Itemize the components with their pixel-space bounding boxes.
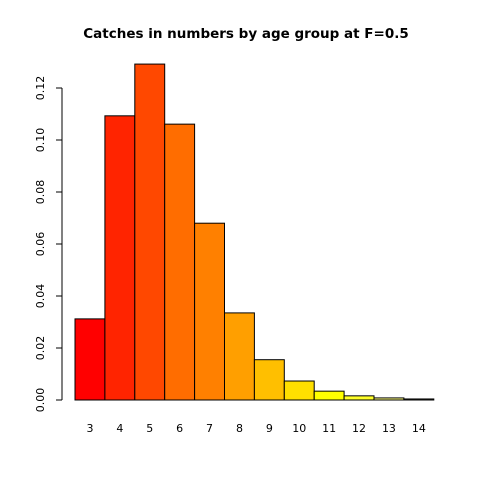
bar-age-8 xyxy=(224,312,255,401)
bar-age-10 xyxy=(283,380,315,401)
x-tick-label: 5 xyxy=(146,422,153,435)
y-tick-label: 0.06 xyxy=(34,232,47,257)
bar-age-11 xyxy=(313,390,345,401)
x-tick-label: 12 xyxy=(352,422,366,435)
x-tick-label: 14 xyxy=(412,422,426,435)
bar-age-14 xyxy=(403,398,435,401)
x-tick-label: 6 xyxy=(176,422,183,435)
x-tick-labels: 3 4 5 6 7 8 9 10 11 12 13 14 xyxy=(86,422,425,435)
bar-age-6 xyxy=(164,123,196,401)
y-tick-label: 0.12 xyxy=(34,76,47,101)
y-tick-label: 0.08 xyxy=(34,180,47,205)
x-tick-label: 10 xyxy=(292,422,306,435)
y-tick-label: 0.04 xyxy=(34,284,47,309)
bars xyxy=(74,63,435,401)
bar-age-12 xyxy=(343,395,375,401)
x-tick-label: 3 xyxy=(86,422,93,435)
x-tick-label: 13 xyxy=(382,422,396,435)
x-tick-label: 9 xyxy=(266,422,273,435)
bar-age-3 xyxy=(74,318,106,401)
chart-title: Catches in numbers by age group at F=0.5 xyxy=(83,26,409,42)
x-tick-label: 11 xyxy=(322,422,336,435)
bar-age-5 xyxy=(134,63,166,401)
bar-age-7 xyxy=(194,222,226,401)
x-tick-label: 8 xyxy=(236,422,243,435)
y-tick-label: 0.10 xyxy=(34,128,47,153)
x-tick-label: 7 xyxy=(206,422,213,435)
bar-age-9 xyxy=(253,359,285,401)
bar-age-4 xyxy=(104,115,136,401)
y-axis: 0.00 0.02 0.04 0.06 0.08 0.10 0.12 xyxy=(34,76,63,413)
bar-age-13 xyxy=(373,397,405,401)
x-tick-label: 4 xyxy=(116,422,123,435)
y-tick-label: 0.00 xyxy=(34,388,47,413)
y-tick-label: 0.02 xyxy=(34,336,47,361)
